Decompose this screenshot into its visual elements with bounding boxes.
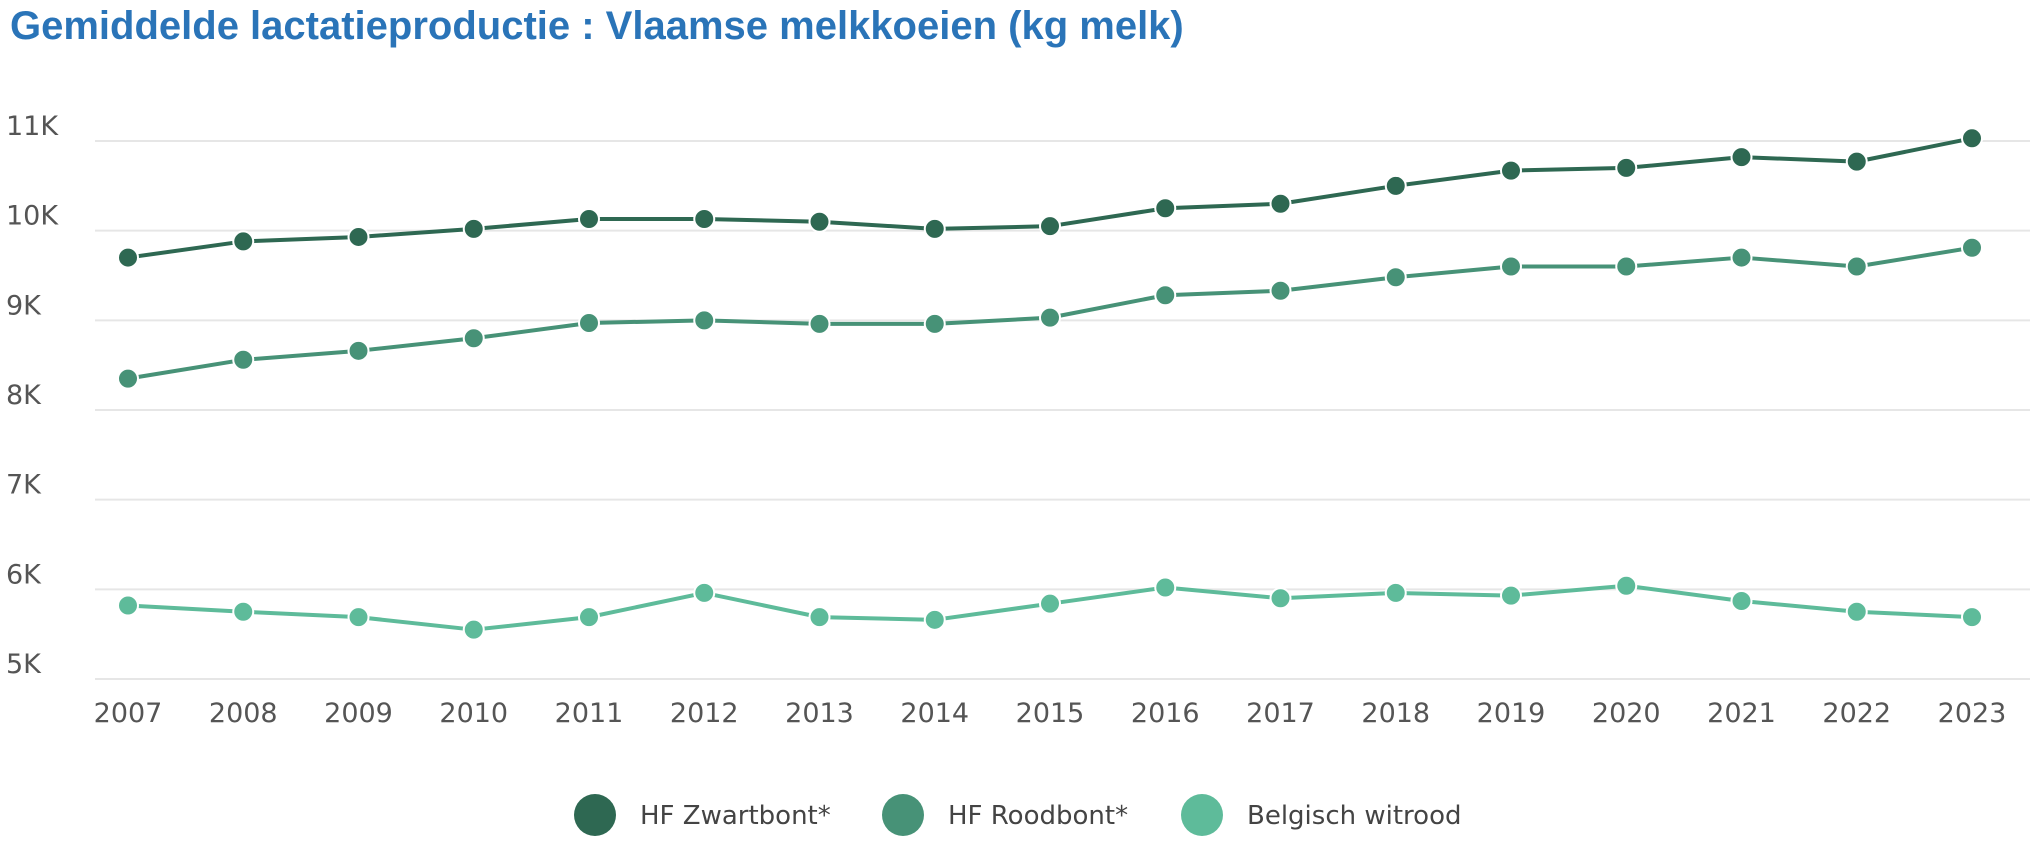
data-point[interactable] <box>693 581 716 604</box>
legend-item[interactable]: Belgisch witrood <box>1181 794 1462 836</box>
data-point[interactable] <box>462 618 485 641</box>
data-point[interactable] <box>923 312 946 335</box>
legend-marker <box>1181 794 1223 836</box>
series-2 <box>117 574 1983 641</box>
data-point[interactable] <box>1384 266 1407 289</box>
data-point[interactable] <box>923 608 946 631</box>
x-tick-label: 2017 <box>1246 698 1315 729</box>
data-point[interactable] <box>1269 279 1292 302</box>
data-point[interactable] <box>693 208 716 231</box>
data-point[interactable] <box>1500 159 1522 182</box>
data-point[interactable] <box>1615 574 1638 597</box>
data-point[interactable] <box>1730 146 1753 169</box>
y-tick-label: 7K <box>6 470 42 501</box>
data-point[interactable] <box>1269 192 1292 215</box>
data-point[interactable] <box>1730 589 1753 612</box>
data-point[interactable] <box>117 367 139 390</box>
legend-label: HF Zwartbont* <box>640 801 831 831</box>
legend-label: HF Roodbont* <box>948 801 1128 831</box>
x-tick-label: 2018 <box>1361 698 1430 729</box>
data-point[interactable] <box>462 217 485 240</box>
y-tick-label: 8K <box>6 380 42 411</box>
data-point[interactable] <box>1154 284 1177 307</box>
data-point[interactable] <box>347 225 370 248</box>
legend-marker <box>574 794 616 836</box>
data-point[interactable] <box>1154 197 1177 220</box>
x-tick-label: 2010 <box>439 698 508 729</box>
data-point[interactable] <box>923 217 946 240</box>
series-0 <box>117 127 1983 269</box>
x-tick-label: 2015 <box>1016 698 1085 729</box>
data-point[interactable] <box>578 208 600 231</box>
y-tick-label: 6K <box>6 559 42 590</box>
data-point[interactable] <box>1961 606 1983 629</box>
chart-title: Gemiddelde lactatieproductie : Vlaamse m… <box>10 4 1184 48</box>
x-tick-label: 2023 <box>1938 698 2007 729</box>
data-point[interactable] <box>1615 255 1638 278</box>
x-axis: 2007 2008 2009 2010 2011 2012 2013 2014 2015 2016… <box>94 698 2007 729</box>
data-point[interactable] <box>1039 215 1061 238</box>
x-tick-label: 2008 <box>209 698 278 729</box>
data-point[interactable] <box>232 600 255 623</box>
data-point[interactable] <box>462 327 485 350</box>
data-point[interactable] <box>808 210 831 233</box>
data-point[interactable] <box>1961 127 1983 150</box>
data-point[interactable] <box>578 312 600 335</box>
data-point[interactable] <box>1730 246 1753 269</box>
x-tick-label: 2011 <box>555 698 624 729</box>
data-point[interactable] <box>1961 236 1983 259</box>
data-point[interactable] <box>347 606 370 629</box>
legend-item[interactable]: HF Roodbont* <box>882 794 1128 836</box>
data-point[interactable] <box>1845 255 1868 278</box>
x-tick-label: 2012 <box>670 698 739 729</box>
y-tick-label: 5K <box>6 649 42 680</box>
data-point[interactable] <box>693 309 716 332</box>
legend-label: Belgisch witrood <box>1247 801 1462 831</box>
data-point[interactable] <box>1384 174 1407 197</box>
data-point[interactable] <box>232 230 255 253</box>
data-point[interactable] <box>1500 255 1522 278</box>
data-point[interactable] <box>1039 592 1061 615</box>
x-tick-label: 2014 <box>900 698 969 729</box>
data-point[interactable] <box>1500 584 1522 607</box>
data-point[interactable] <box>808 312 831 335</box>
data-point[interactable] <box>1269 587 1292 610</box>
legend: HF Zwartbont* HF Roodbont* Belgisch witroo… <box>574 794 1462 836</box>
x-tick-label: 2016 <box>1131 698 1200 729</box>
data-point[interactable] <box>232 348 255 371</box>
data-point[interactable] <box>578 606 600 629</box>
data-point[interactable] <box>808 606 831 629</box>
legend-marker <box>882 794 924 836</box>
series-1 <box>117 236 1983 390</box>
series-line <box>127 136 1973 260</box>
x-tick-label: 2020 <box>1592 698 1661 729</box>
x-tick-label: 2007 <box>94 698 163 729</box>
y-tick-label: 11K <box>6 111 59 142</box>
grid-lines <box>95 140 2030 680</box>
data-point[interactable] <box>1384 581 1407 604</box>
data-point[interactable] <box>1615 156 1638 179</box>
data-point[interactable] <box>1039 306 1061 329</box>
data-point[interactable] <box>117 594 139 617</box>
data-point[interactable] <box>1845 600 1868 623</box>
x-tick-label: 2022 <box>1822 698 1891 729</box>
y-tick-label: 9K <box>6 290 42 321</box>
data-point[interactable] <box>117 246 139 269</box>
data-point[interactable] <box>1154 576 1177 599</box>
x-tick-label: 2013 <box>785 698 854 729</box>
x-tick-label: 2021 <box>1707 698 1776 729</box>
data-point[interactable] <box>1845 150 1868 173</box>
data-point[interactable] <box>347 339 370 362</box>
x-tick-label: 2019 <box>1477 698 1546 729</box>
y-axis: 5K 6K 7K 8K 9K 10K 11K <box>6 111 59 680</box>
series-group <box>117 127 1983 641</box>
legend-item[interactable]: HF Zwartbont* <box>574 794 831 836</box>
y-tick-label: 10K <box>6 201 59 232</box>
x-tick-label: 2009 <box>324 698 393 729</box>
